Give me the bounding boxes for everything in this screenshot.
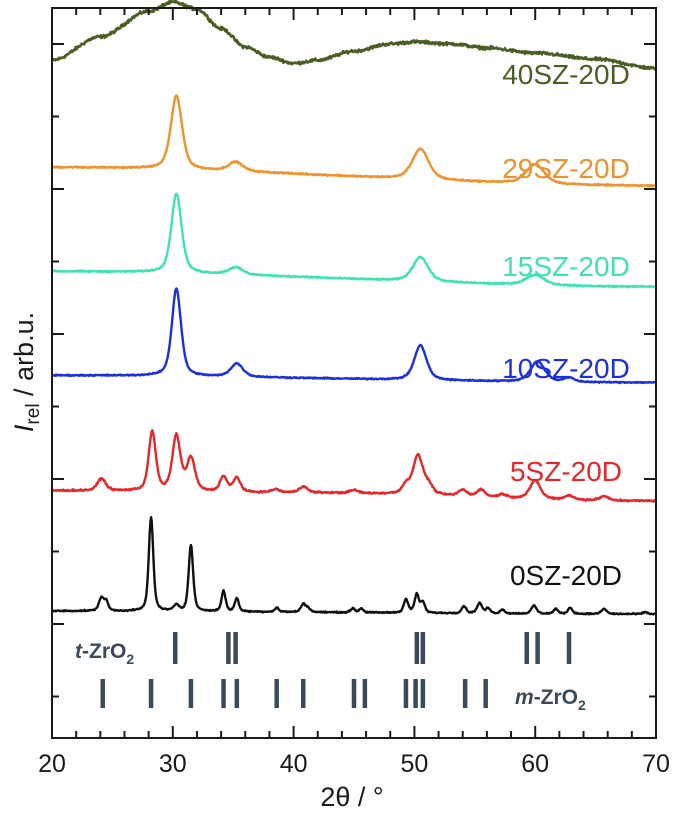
series-line-40SZ-20D xyxy=(50,0,657,71)
series-line-0SZ-20D xyxy=(51,516,657,616)
series-label: 5SZ-20D xyxy=(510,456,622,487)
axis-ticks xyxy=(51,8,657,738)
series-labels: 40SZ-20D 29SZ-20D 15SZ-20D 10SZ-20D 5SZ-20D 0… xyxy=(502,59,630,591)
reference-label: t-ZrO2 xyxy=(75,640,134,667)
reference-label: m-ZrO2 xyxy=(515,686,586,713)
y-axis-label: Irel / arb.u. xyxy=(9,312,44,432)
series-line-5SZ-20D xyxy=(51,429,658,503)
series-line-15SZ-20D xyxy=(51,192,657,289)
x-tick-label: 70 xyxy=(642,750,670,778)
x-tick-label: 30 xyxy=(159,750,187,778)
plot-area xyxy=(50,0,658,708)
series-line-10SZ-20D xyxy=(51,287,657,385)
series-label: 40SZ-20D xyxy=(502,59,630,90)
series-line-29SZ-20D xyxy=(51,94,657,188)
x-axis-label: 2θ / ° xyxy=(320,782,383,812)
x-tick-labels: 20 30 40 50 60 70 xyxy=(38,750,670,778)
x-tick-label: 50 xyxy=(400,750,428,778)
series-label: 15SZ-20D xyxy=(502,251,630,282)
reference-labels: t-ZrO2 m-ZrO2 xyxy=(75,640,586,713)
series-label: 10SZ-20D xyxy=(502,353,630,384)
series-label: 0SZ-20D xyxy=(510,560,622,591)
x-tick-label: 40 xyxy=(280,750,308,778)
x-tick-label: 60 xyxy=(521,750,549,778)
series-label: 29SZ-20D xyxy=(502,153,630,184)
plot-frame xyxy=(51,7,657,739)
x-tick-label: 20 xyxy=(38,750,66,778)
